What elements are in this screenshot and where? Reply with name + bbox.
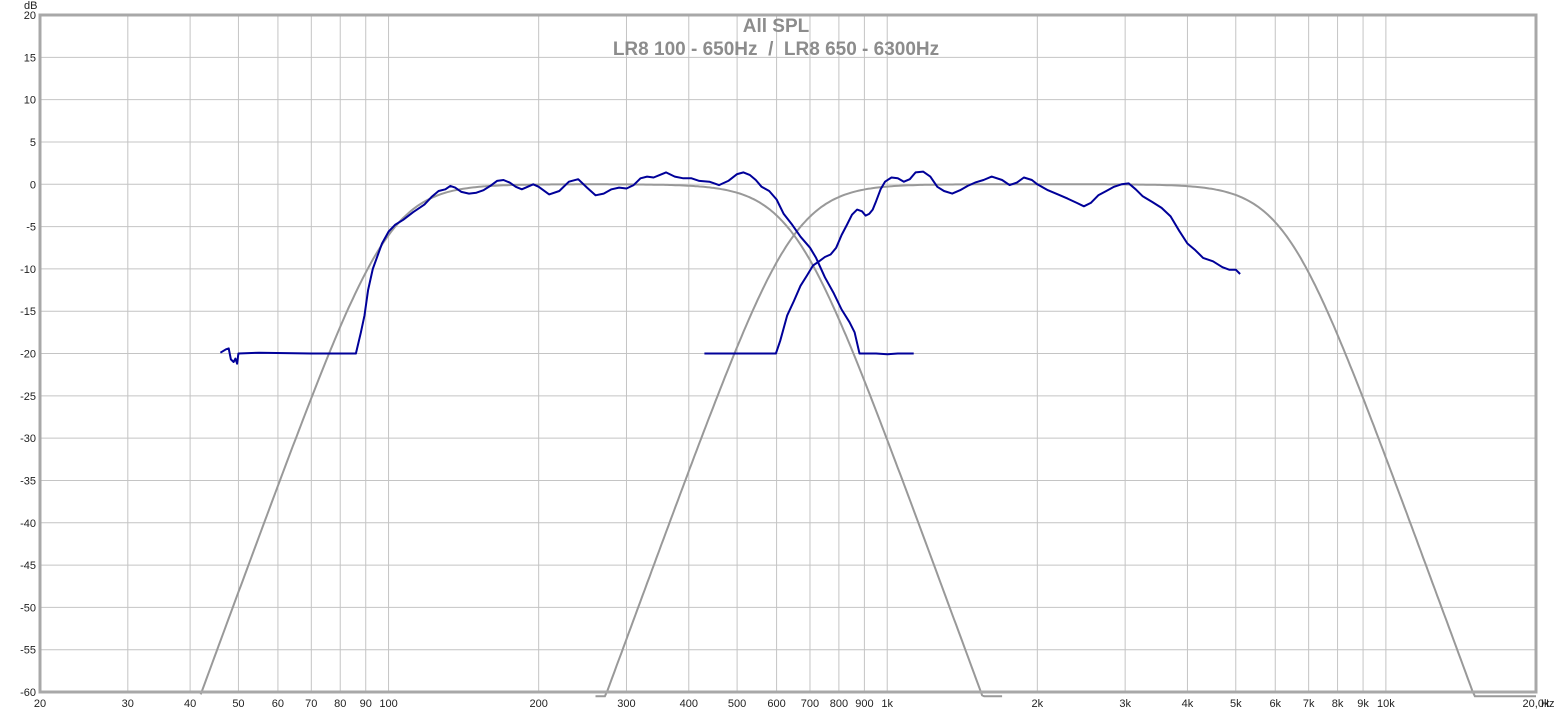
measured-response-line (219, 171, 914, 365)
x-tick-label: 2k (1032, 698, 1044, 710)
x-tick-label: 1k (881, 698, 893, 710)
target-response-line (199, 183, 1003, 698)
grid (39, 14, 1537, 693)
y-tick-label: 15 (24, 52, 36, 64)
tick-labels: 20151050-5-10-15-20-25-30-35-40-45-50-55… (20, 10, 1550, 710)
y-tick-label: -10 (20, 264, 36, 276)
x-tick-label: 7k (1303, 698, 1315, 710)
x-tick-label: 100 (379, 698, 397, 710)
y-tick-label: 5 (30, 137, 36, 149)
y-tick-label: -25 (20, 391, 36, 403)
y-axis-unit: dB (24, 0, 37, 12)
x-tick-label: 3k (1119, 698, 1131, 710)
y-tick-label: 10 (24, 95, 36, 107)
y-tick-label: -20 (20, 349, 36, 361)
y-tick-label: -30 (20, 433, 36, 445)
x-tick-label: 300 (617, 698, 635, 710)
y-tick-label: -60 (20, 687, 36, 699)
x-tick-label: 8k (1332, 698, 1344, 710)
target-response-line (595, 183, 1536, 698)
x-tick-label: 4k (1182, 698, 1194, 710)
chart-title: All SPL (743, 16, 810, 37)
series-layer (199, 170, 1536, 698)
x-tick-label: 5k (1230, 698, 1242, 710)
y-tick-label: 20 (24, 10, 36, 22)
measured-response-line (704, 170, 1241, 355)
y-tick-label: -50 (20, 602, 36, 614)
x-tick-label: 600 (767, 698, 785, 710)
y-tick-label: -40 (20, 518, 36, 530)
x-tick-label: 50 (232, 698, 244, 710)
x-tick-label: 70 (305, 698, 317, 710)
x-tick-label: 10k (1377, 698, 1395, 710)
y-tick-label: -45 (20, 560, 36, 572)
chart-subtitle: LR8 100 - 650Hz / LR8 650 - 6300Hz (613, 39, 939, 60)
plot-frame (38, 13, 1538, 694)
x-tick-label: 700 (801, 698, 819, 710)
x-tick-label: 40 (184, 698, 196, 710)
x-axis-unit: Hz (1541, 698, 1554, 710)
x-tick-label: 200 (529, 698, 547, 710)
x-tick-label: 400 (680, 698, 698, 710)
y-tick-label: -35 (20, 475, 36, 487)
x-tick-label: 6k (1269, 698, 1281, 710)
x-tick-label: 90 (360, 698, 372, 710)
x-tick-label: 20,0k (1523, 698, 1550, 710)
x-tick-label: 20 (34, 698, 46, 710)
y-tick-label: -15 (20, 306, 36, 318)
x-tick-label: 9k (1357, 698, 1369, 710)
y-tick-label: -5 (26, 222, 36, 234)
x-tick-label: 80 (334, 698, 346, 710)
x-tick-label: 60 (272, 698, 284, 710)
x-tick-label: 800 (830, 698, 848, 710)
x-tick-label: 900 (855, 698, 873, 710)
y-tick-label: 0 (30, 179, 36, 191)
x-tick-label: 30 (122, 698, 134, 710)
x-tick-label: 500 (728, 698, 746, 710)
y-tick-label: -55 (20, 645, 36, 657)
